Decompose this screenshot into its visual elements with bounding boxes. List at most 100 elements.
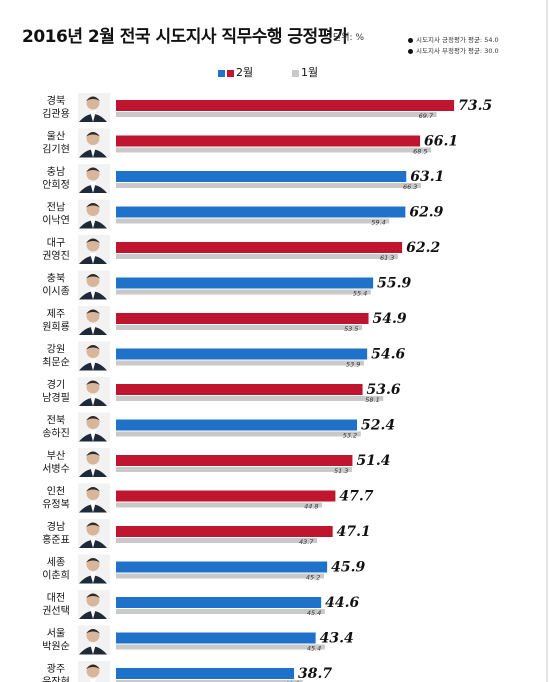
bar-1월-경남 — [116, 538, 318, 543]
portrait-face-icon — [86, 487, 100, 500]
unit-label: 단위: % — [333, 33, 365, 43]
bar-2월-경북 — [116, 100, 455, 111]
portrait-hair — [86, 629, 100, 634]
value-label-2월: 45.9 — [331, 560, 365, 576]
portrait-face-icon — [86, 522, 100, 536]
region-label: 경북 — [47, 94, 65, 107]
portrait-hair — [86, 416, 100, 421]
bar-2월-충북 — [116, 277, 374, 289]
bar-1월-광주 — [116, 680, 303, 682]
portrait-hair — [86, 522, 100, 527]
value-label-1월: 44.8 — [304, 503, 318, 511]
governor-name: 권영진 — [42, 250, 70, 262]
value-label-1월: 45.2 — [306, 574, 320, 582]
governor-name: 원희룡 — [42, 321, 70, 333]
portrait-hair — [86, 167, 100, 172]
portrait-shirt — [90, 608, 96, 619]
region-label: 대전 — [47, 592, 65, 604]
bar-2월-울산 — [116, 135, 421, 147]
value-label-2월: 47.7 — [339, 489, 373, 505]
bar-1월-인천 — [116, 502, 323, 508]
governor-name: 김관용 — [42, 108, 70, 120]
portrait-hair — [86, 132, 100, 137]
bar-2월-부산 — [116, 455, 353, 466]
portrait-hair — [86, 380, 100, 385]
portrait-face-icon — [86, 416, 100, 429]
bar-1월-경기 — [116, 396, 384, 401]
chart-title: 2016년 2월 전국 시도지사 직무수행 긍정평가 — [22, 27, 348, 47]
value-label-2월: 63.1 — [410, 169, 444, 185]
portrait-shirt — [90, 146, 96, 158]
bar-1월-부산 — [116, 467, 352, 472]
region-label: 경남 — [47, 520, 65, 533]
region-label: 광주 — [47, 663, 65, 675]
governor-name: 홍준표 — [42, 533, 70, 546]
value-label-2월: 73.5 — [458, 98, 492, 114]
governor-name: 김기현 — [42, 144, 70, 156]
negative-average-note: 시도지사 부정평가 평균: 30.0 — [408, 45, 499, 55]
bar-2월-강원 — [116, 348, 368, 360]
region-label: 경기 — [47, 378, 65, 391]
portrait-face-icon — [86, 238, 100, 252]
bar-1월-서울 — [116, 644, 325, 650]
portrait-face-icon — [86, 664, 100, 678]
portrait-shirt — [90, 537, 96, 548]
value-label-2월: 52.4 — [361, 418, 395, 434]
portrait-face-icon — [86, 167, 100, 181]
value-label-2월: 66.1 — [424, 134, 458, 150]
region-label: 세종 — [47, 557, 65, 569]
region-label: 울산 — [47, 131, 65, 143]
legend-previous: 1월 — [292, 64, 318, 80]
bar-2월-충남 — [116, 171, 407, 182]
governor-name: 이낙연 — [42, 215, 70, 227]
value-label-1월: 58.1 — [365, 396, 379, 404]
value-label-1월: 53.5 — [344, 325, 358, 333]
bar-1월-전북 — [116, 431, 361, 437]
value-label-2월: 55.9 — [377, 276, 411, 292]
portrait-shirt — [90, 572, 96, 584]
bar-2월-광주 — [116, 668, 295, 679]
value-label-1월: 68.5 — [413, 148, 427, 156]
region-label: 대구 — [47, 237, 65, 249]
portrait-shirt — [90, 217, 96, 229]
portrait-face-icon — [86, 203, 100, 216]
governor-name: 남경필 — [42, 391, 70, 404]
value-label-2월: 44.6 — [325, 595, 359, 611]
bar-1월-대구 — [116, 254, 398, 259]
value-label-1월: 43.7 — [299, 538, 314, 546]
governor-name: 윤장현 — [42, 676, 70, 682]
region-label: 인천 — [47, 486, 65, 498]
region-label: 부산 — [47, 450, 65, 462]
value-label-1월: 45.4 — [307, 609, 321, 617]
value-label-1월: 66.3 — [403, 183, 417, 191]
portrait-face-icon — [86, 274, 100, 287]
bar-1월-제주 — [116, 325, 363, 330]
value-label-2월: 62.2 — [406, 240, 440, 256]
portrait-shirt — [90, 288, 96, 300]
bar-2월-경남 — [116, 526, 333, 537]
bar-2월-전북 — [116, 419, 358, 431]
portrait-shirt — [90, 359, 96, 371]
legend-gray-swatch — [292, 69, 299, 77]
legend-blue-swatch — [218, 69, 225, 77]
value-label-2월: 51.4 — [356, 453, 390, 469]
bar-2월-세종 — [116, 561, 328, 573]
region-label: 강원 — [47, 344, 65, 356]
value-label-2월: 62.9 — [409, 205, 443, 221]
value-label-1월: 53.2 — [343, 432, 357, 440]
value-label-1월: 40.6 — [285, 680, 299, 682]
bar-2월-대전 — [116, 597, 322, 608]
bar-1월-강원 — [116, 360, 364, 366]
value-label-2월: 43.4 — [320, 631, 354, 647]
portrait-shirt — [90, 324, 96, 335]
value-label-1월: 51.3 — [334, 467, 348, 475]
portrait-face-icon — [86, 96, 100, 110]
portrait-hair — [86, 274, 100, 279]
region-label: 서울 — [47, 628, 65, 640]
positive-average-note: 시도지사 긍정평가 평균: 54.0 — [408, 34, 499, 44]
portrait-shirt — [90, 253, 96, 264]
portrait-shirt — [90, 679, 96, 682]
portrait-hair — [86, 345, 100, 350]
portrait-hair — [86, 558, 100, 563]
